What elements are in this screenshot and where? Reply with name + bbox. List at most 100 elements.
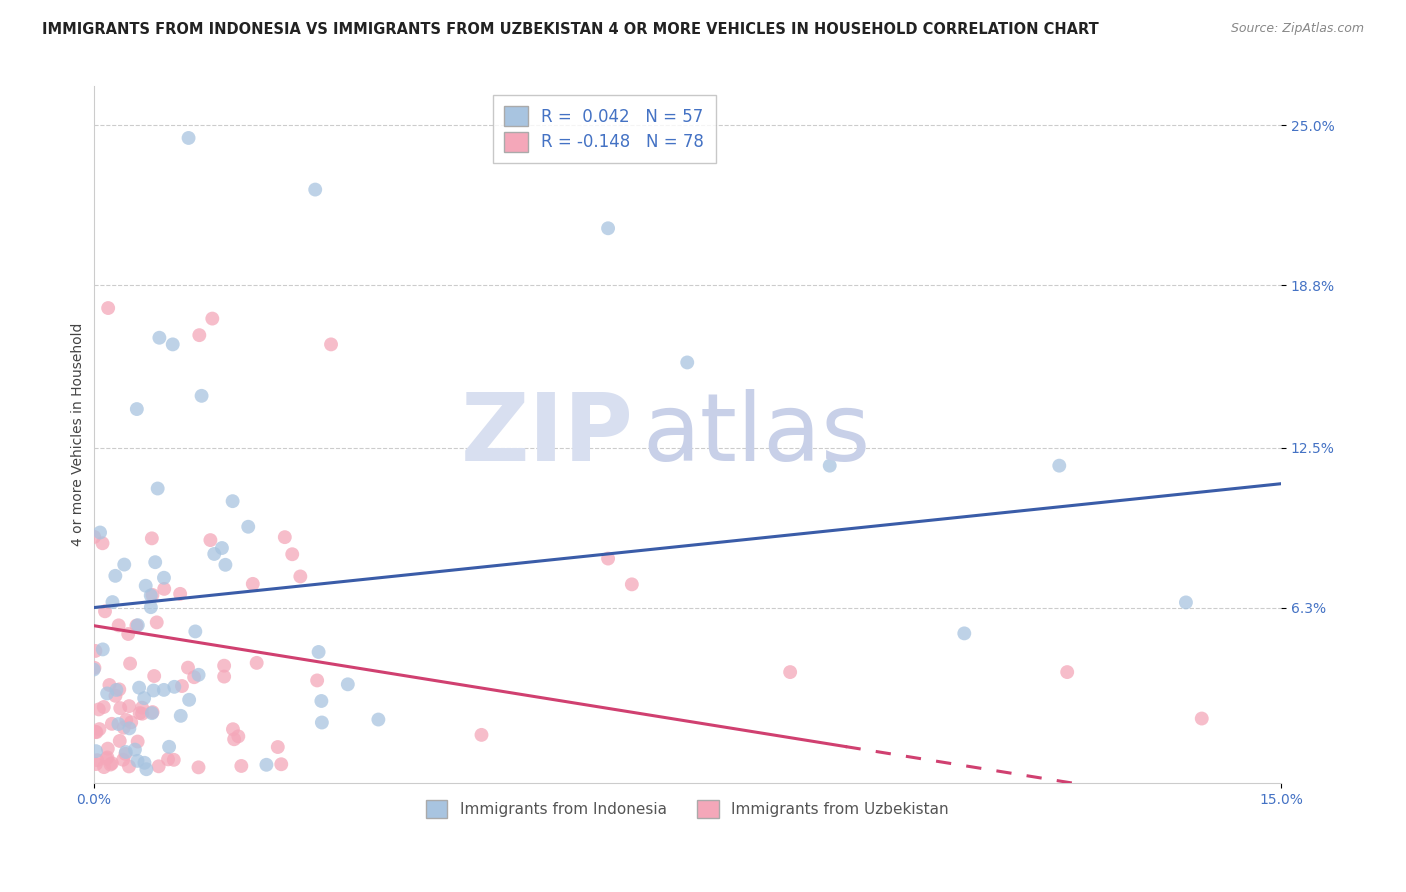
Point (187, 668, 209, 682)
Point (620, 577, 643, 591)
Point (114, 747, 136, 761)
Point (179, 693, 201, 707)
Point (1191, 712, 1213, 726)
Point (141, 706, 163, 720)
Point (118, 759, 141, 773)
Point (142, 683, 165, 698)
Point (596, 551, 619, 566)
Point (127, 618, 149, 632)
Point (157, 739, 180, 754)
Point (319, 337, 342, 351)
Point (163, 753, 186, 767)
Point (676, 355, 699, 369)
Point (118, 699, 141, 714)
Point (304, 183, 326, 197)
Point (139, 600, 162, 615)
Point (125, 618, 148, 632)
Point (83, 530, 105, 544)
Point (101, 716, 124, 731)
Point (200, 533, 222, 547)
Point (124, 742, 146, 756)
Point (146, 482, 169, 496)
Point (108, 682, 131, 697)
Point (212, 658, 235, 673)
Point (246, 656, 269, 670)
Point (226, 730, 249, 744)
Point (242, 577, 264, 591)
Point (96, 686, 118, 700)
Point (307, 673, 329, 688)
Point (117, 627, 139, 641)
Legend: Immigrants from Indonesia, Immigrants from Uzbekistan: Immigrants from Indonesia, Immigrants fr… (420, 794, 955, 824)
Point (231, 759, 253, 773)
Point (86, 725, 108, 739)
Point (184, 624, 207, 639)
Point (222, 723, 245, 737)
Point (290, 569, 312, 583)
Point (148, 759, 170, 773)
Point (170, 709, 193, 723)
Point (1047, 458, 1070, 473)
Point (274, 530, 297, 544)
Point (125, 402, 148, 417)
Point (94, 604, 117, 618)
Point (224, 732, 246, 747)
Point (135, 762, 157, 776)
Point (177, 660, 200, 674)
Point (177, 131, 200, 145)
Point (84, 744, 107, 758)
Point (101, 756, 124, 771)
Point (128, 681, 150, 695)
Point (112, 721, 135, 735)
Point (254, 757, 277, 772)
Point (163, 680, 186, 694)
Point (115, 713, 138, 727)
Point (93, 760, 115, 774)
Point (143, 669, 166, 683)
Point (97, 741, 120, 756)
Point (91, 536, 114, 550)
Point (281, 547, 304, 561)
Point (779, 665, 801, 679)
Point (188, 328, 211, 343)
Point (170, 679, 193, 693)
Point (145, 615, 167, 630)
Point (187, 760, 209, 774)
Point (101, 595, 124, 609)
Text: IMMIGRANTS FROM INDONESIA VS IMMIGRANTS FROM UZBEKISTAN 4 OR MORE VEHICLES IN HO: IMMIGRANTS FROM INDONESIA VS IMMIGRANTS … (42, 22, 1099, 37)
Point (211, 541, 233, 555)
Point (953, 626, 976, 640)
Point (107, 717, 129, 731)
Point (143, 555, 166, 569)
Point (120, 715, 142, 730)
Point (311, 715, 333, 730)
Point (270, 757, 292, 772)
Point (157, 752, 180, 766)
Point (141, 588, 163, 602)
Point (169, 587, 191, 601)
Point (98, 678, 121, 692)
Point (83, 661, 105, 675)
Point (134, 691, 156, 706)
Point (112, 558, 135, 572)
Point (238, 520, 260, 534)
Point (190, 389, 212, 403)
Point (89, 722, 111, 736)
Point (214, 558, 236, 572)
Point (96, 752, 118, 766)
Point (96, 750, 118, 764)
Point (201, 311, 224, 326)
Point (153, 682, 176, 697)
Point (91, 642, 114, 657)
Point (87, 702, 110, 716)
Point (97, 301, 120, 315)
Point (267, 739, 290, 754)
Point (153, 582, 176, 596)
Point (115, 745, 138, 759)
Y-axis label: 4 or more Vehicles in Household: 4 or more Vehicles in Household (72, 323, 86, 547)
Point (83, 663, 105, 677)
Point (221, 494, 243, 508)
Point (93, 700, 115, 714)
Point (107, 618, 129, 632)
Point (127, 754, 149, 768)
